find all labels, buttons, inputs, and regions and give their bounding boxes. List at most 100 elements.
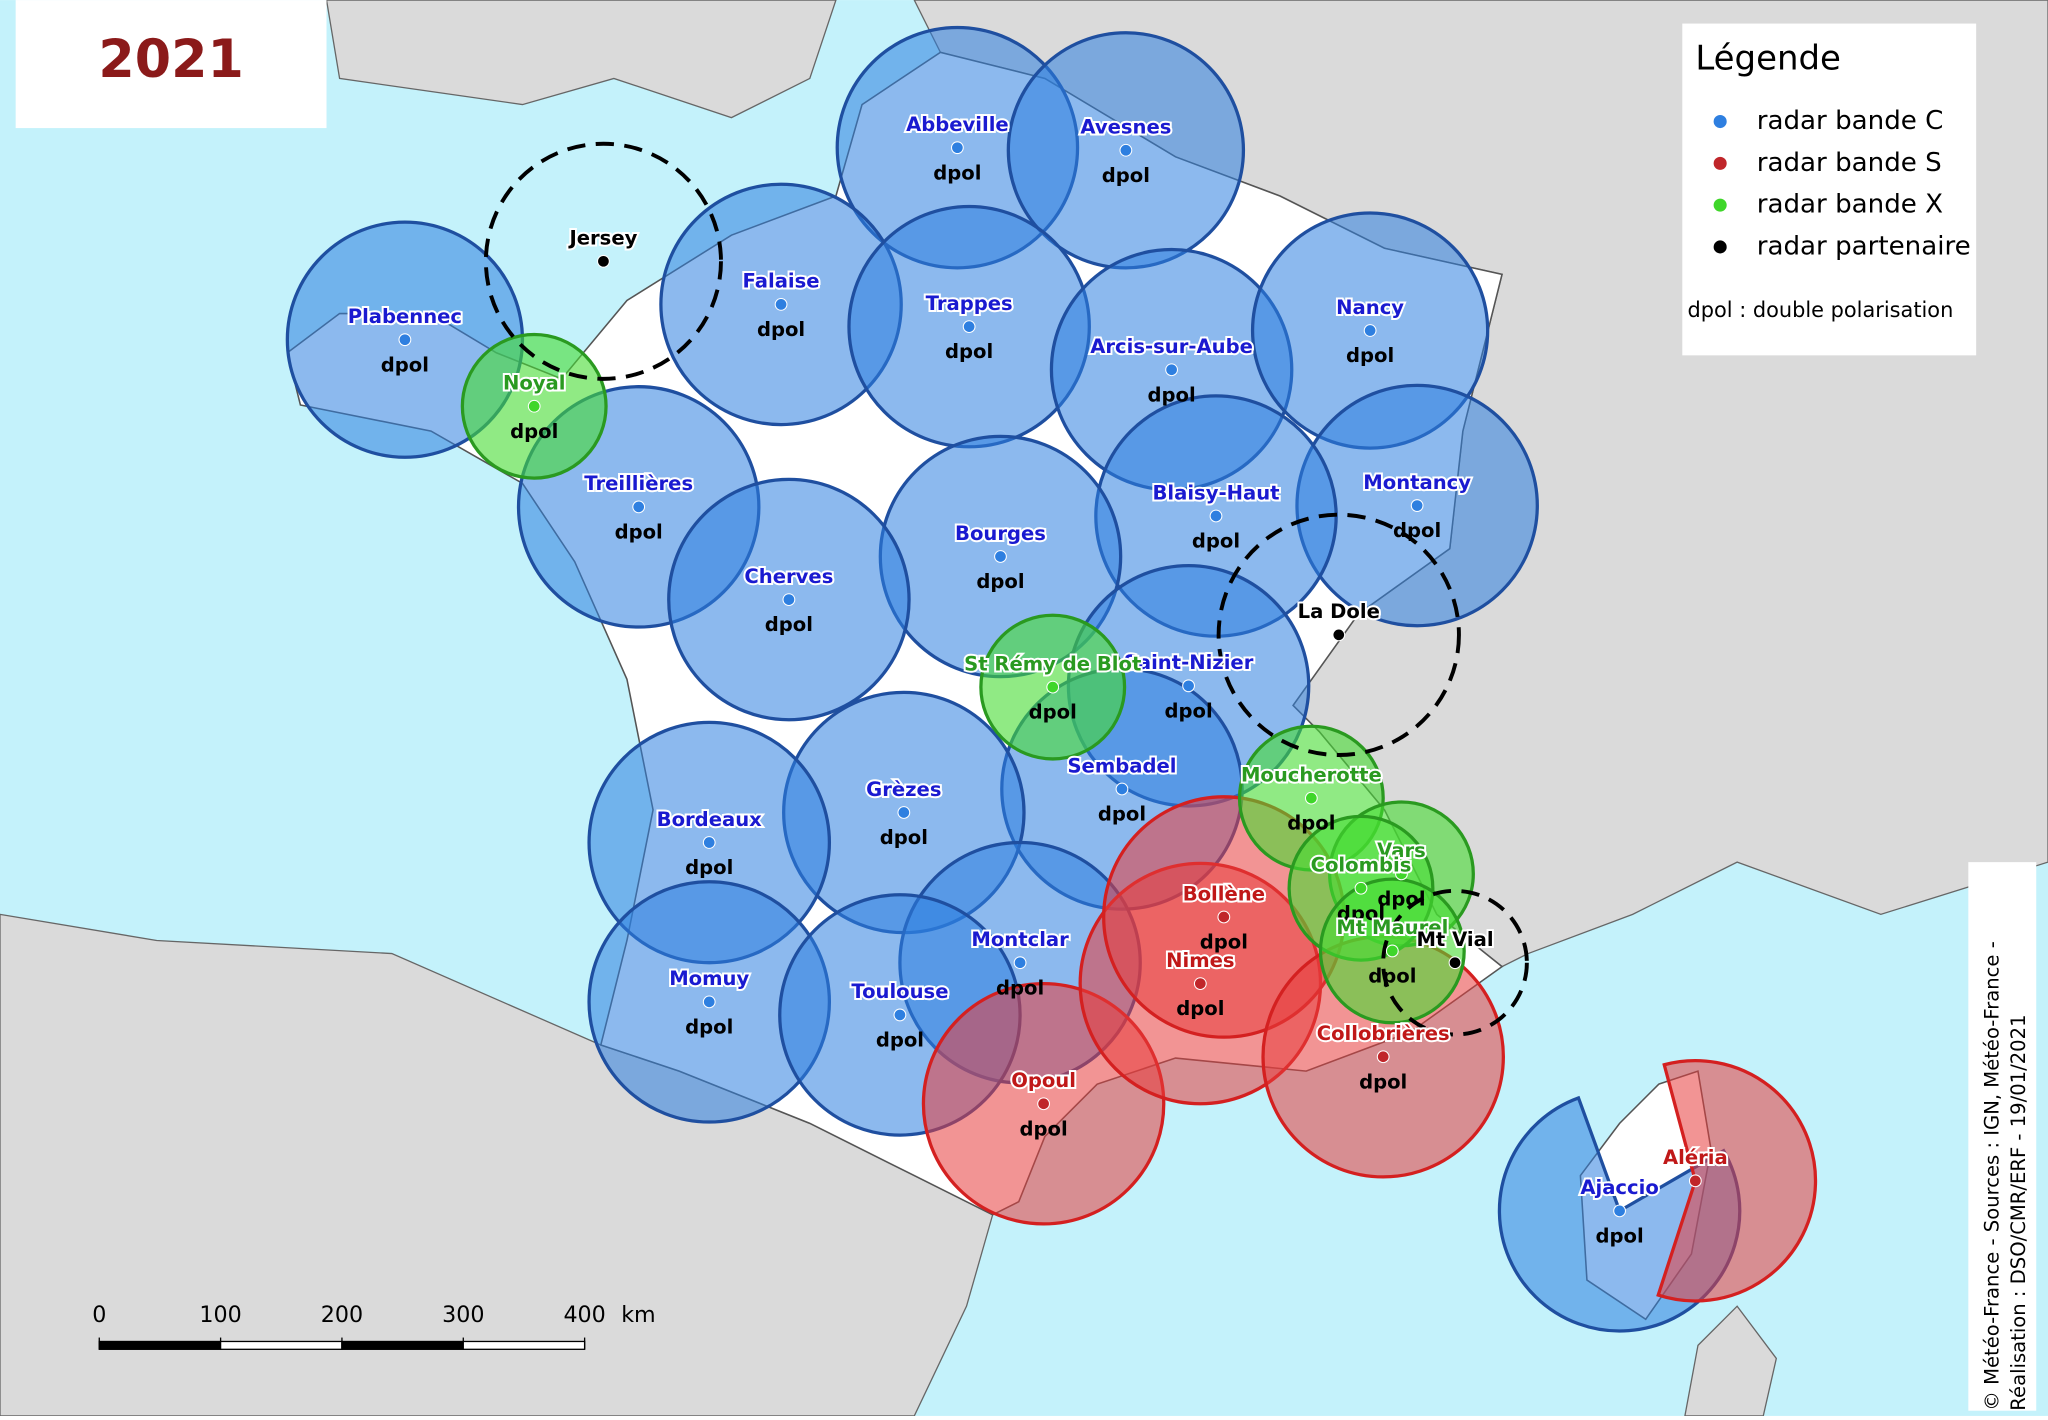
legend-label: radar bande S xyxy=(1757,148,1942,178)
radar-site xyxy=(702,995,716,1009)
year-box xyxy=(15,0,327,129)
radar-dpol: dpol xyxy=(685,856,733,879)
radar-name: La Dole xyxy=(1298,600,1380,623)
radar-layer: Plabennec dpol Abbeville dpol Avesnes dpol Fal… xyxy=(285,25,1818,1333)
radar-dpol: dpol xyxy=(1164,699,1212,722)
radar-site xyxy=(962,320,976,334)
radar-name: Mt Maurel xyxy=(1336,916,1448,939)
legend-box xyxy=(1682,23,1977,356)
legend-label: radar bande X xyxy=(1757,190,1943,220)
scale-label: 100 xyxy=(199,1302,241,1328)
legend-dot xyxy=(1713,198,1727,212)
radar-name: Colombis xyxy=(1311,854,1412,877)
radar-dpol: dpol xyxy=(996,976,1044,999)
radar-name: Plabennec xyxy=(348,305,462,328)
radar-site xyxy=(1410,499,1424,512)
radar-site xyxy=(1165,363,1178,377)
radar-coverage xyxy=(1656,1059,1818,1303)
radar-name: Blaisy-Haut xyxy=(1153,481,1280,504)
radar-site xyxy=(1332,628,1346,642)
radar-name: Bordeaux xyxy=(657,808,762,831)
radar-name: Montclar xyxy=(971,928,1069,951)
radar-dpol: dpol xyxy=(880,826,928,849)
year: 2021 xyxy=(98,30,243,90)
scale-segment xyxy=(219,1340,343,1350)
radar-site xyxy=(1209,509,1223,523)
radar-name: Bollène xyxy=(1183,882,1265,905)
radar-dpol: dpol xyxy=(615,520,663,543)
radar-dpol: dpol xyxy=(876,1029,924,1052)
radar-site xyxy=(1395,867,1408,881)
radar-name: Moucherotte xyxy=(1241,763,1382,786)
radar-dpol: dpol xyxy=(1029,701,1077,724)
radar-site xyxy=(1448,956,1462,970)
legend-label: radar partenaire xyxy=(1757,231,1971,261)
radar-dpol: dpol xyxy=(933,161,981,184)
radar-dpol: dpol xyxy=(1098,803,1146,826)
radar-site xyxy=(1376,1050,1390,1064)
radar-name: Ajaccio xyxy=(1580,1176,1658,1199)
radar-site xyxy=(1304,791,1318,805)
radar-dpol: dpol xyxy=(1200,931,1248,954)
legend-dot xyxy=(1713,240,1727,254)
radar-site xyxy=(527,399,541,413)
radar-name: Nimes xyxy=(1166,949,1234,972)
radar-site xyxy=(1182,679,1195,693)
radar-name: Noyal xyxy=(503,372,566,395)
legend-note: dpol : double polarisation xyxy=(1688,298,1954,322)
radar-site xyxy=(1688,1174,1702,1188)
radar-dpol: dpol xyxy=(945,340,993,363)
radar-site xyxy=(1217,910,1231,924)
radar-name: Saint-Nizier xyxy=(1124,651,1254,674)
radar-site xyxy=(897,806,911,819)
legend-title: Légende xyxy=(1695,39,1841,79)
legend-dot xyxy=(1713,115,1727,129)
radar-site xyxy=(1354,881,1368,895)
scale-bar: 0 100 200 300 400 km xyxy=(92,1302,656,1350)
radar-name: Cherves xyxy=(744,565,833,588)
radar-site xyxy=(597,254,610,268)
legend-label: radar bande C xyxy=(1757,106,1944,136)
radar-name: Aléria xyxy=(1663,1146,1728,1169)
radar-site xyxy=(994,550,1007,563)
scale-label: 0 xyxy=(92,1302,106,1328)
radar-dpol: dpol xyxy=(1368,965,1416,988)
radar-dpol: dpol xyxy=(1393,519,1441,542)
radar-site xyxy=(774,298,788,311)
radar-site xyxy=(1037,1097,1050,1111)
radar-name: Momuy xyxy=(669,967,749,990)
radar-dpol: dpol xyxy=(1377,888,1425,911)
radar-name: Grèzes xyxy=(866,778,941,801)
scale-segment xyxy=(341,1340,464,1350)
radar-name: Collobrières xyxy=(1317,1022,1450,1045)
radar-name: Montancy xyxy=(1363,471,1471,494)
radar-site xyxy=(1119,143,1133,157)
radar-site xyxy=(950,141,964,155)
radar-site xyxy=(782,593,796,606)
radar-dpol: dpol xyxy=(1337,902,1385,925)
radar-dpol: dpol xyxy=(1147,383,1195,406)
legend-dot xyxy=(1713,156,1727,170)
scale-label: 200 xyxy=(321,1302,363,1328)
radar-name: Abbeville xyxy=(906,113,1009,136)
radar-name: Jersey xyxy=(567,227,637,250)
radar-coverage xyxy=(1216,512,1461,757)
radar-site xyxy=(1046,680,1060,694)
radar-site xyxy=(632,500,646,514)
radar-dpol: dpol xyxy=(1346,344,1394,367)
radar-dpol: dpol xyxy=(685,1016,733,1039)
radar-name: Opoul xyxy=(1011,1069,1076,1092)
scale-label: 300 xyxy=(442,1302,484,1328)
radar-dpol: dpol xyxy=(1102,164,1150,187)
radar-site xyxy=(1363,324,1377,337)
radar-name: Mt Vial xyxy=(1416,928,1493,951)
radar-dpol: dpol xyxy=(757,318,805,341)
scale-segment xyxy=(462,1340,586,1350)
radar-dpol: dpol xyxy=(1287,812,1335,835)
radar-name: Falaise xyxy=(743,270,820,293)
scale-segment xyxy=(98,1340,222,1350)
radar-dpol: dpol xyxy=(1176,997,1224,1020)
radar-name: Avesnes xyxy=(1080,116,1171,139)
radar-site xyxy=(398,333,412,347)
radar-name: Toulouse xyxy=(851,980,948,1003)
